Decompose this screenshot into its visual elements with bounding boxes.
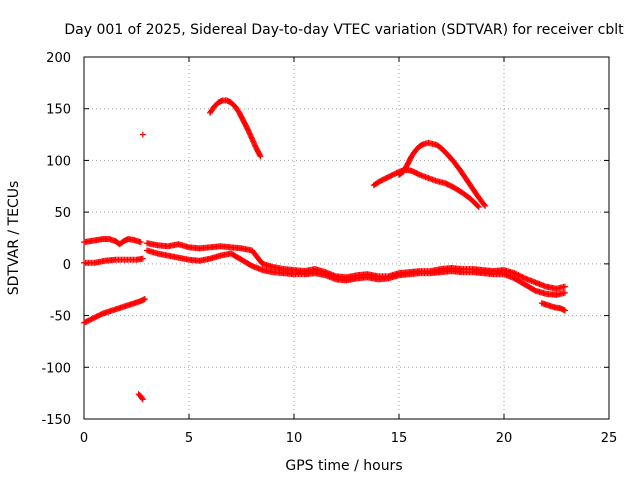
data-point — [481, 201, 488, 208]
data-point — [139, 396, 146, 403]
x-tick-label: 10 — [286, 431, 303, 446]
x-tick-label: 25 — [601, 431, 618, 446]
data-point — [139, 131, 146, 138]
data-point — [512, 270, 519, 277]
data-point — [474, 202, 481, 209]
data-point — [519, 274, 526, 281]
chart-title: Day 001 of 2025, Sidereal Day-to-day VTE… — [64, 22, 624, 38]
y-tick-label: 100 — [46, 154, 71, 169]
tick-labels: 0 5 10 15 20 25 -150 -100 -50 0 50 100 150 200 — [41, 51, 617, 446]
data-point — [511, 270, 518, 277]
y-tick-label: -50 — [50, 310, 71, 325]
x-tick-label: 15 — [391, 431, 408, 446]
grid-lines — [84, 57, 609, 419]
data-point — [520, 274, 527, 281]
y-tick-label: 50 — [54, 206, 71, 221]
x-axis-title: GPS time / hours — [285, 458, 402, 474]
data-point — [514, 271, 521, 278]
y-tick-label: -100 — [41, 361, 71, 376]
data-point — [139, 255, 146, 262]
data-point — [561, 289, 568, 296]
data-point — [561, 283, 568, 290]
y-axis-title: SDTVAR / TECUs — [6, 181, 22, 296]
x-tick-label: 20 — [496, 431, 513, 446]
data-point — [482, 202, 489, 209]
data-points — [81, 97, 568, 403]
plot-frame — [83, 56, 610, 420]
data-point — [516, 272, 523, 279]
data-point — [518, 273, 525, 280]
x-tick-label: 5 — [185, 431, 193, 446]
data-point — [139, 395, 146, 402]
y-tick-label: 0 — [63, 258, 71, 273]
y-tick-label: -150 — [41, 413, 71, 428]
y-tick-label: 150 — [46, 103, 71, 118]
data-point — [141, 296, 148, 303]
y-tick-label: 200 — [46, 51, 71, 66]
data-point — [515, 272, 522, 279]
data-point — [561, 307, 568, 314]
x-tick-label: 0 — [80, 431, 88, 446]
data-point — [257, 153, 264, 160]
data-point — [137, 239, 144, 246]
data-point — [475, 203, 482, 210]
